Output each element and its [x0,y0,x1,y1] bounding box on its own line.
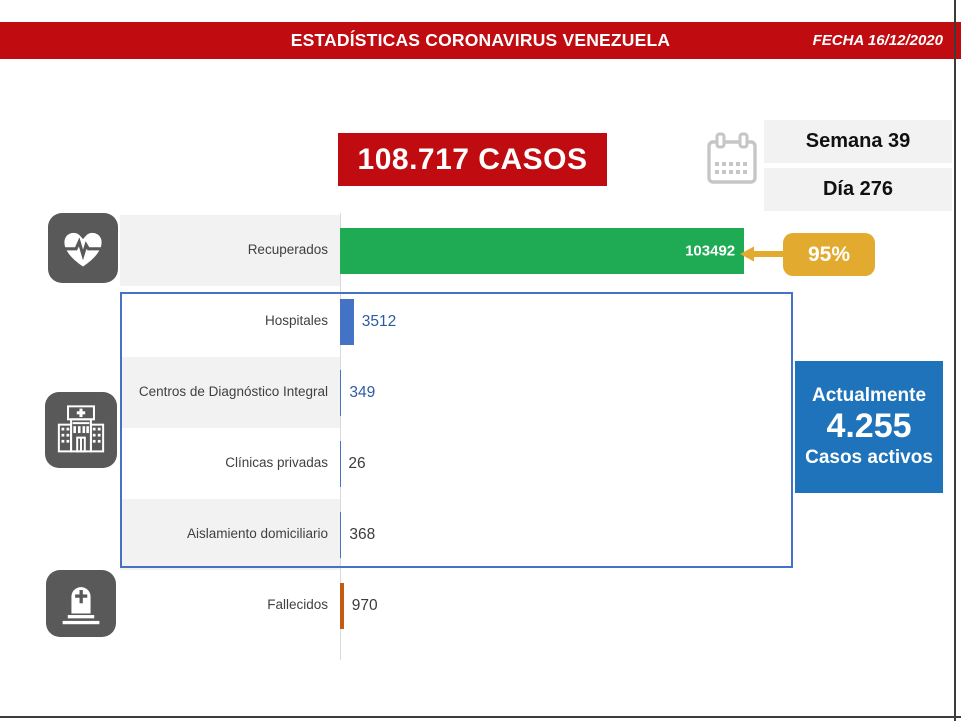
plot-area: 368 [340,499,800,570]
bar-value-label: 349 [349,383,376,401]
chart-row-aislamiento: Aislamiento domiciliario 368 [120,499,800,570]
category-label: Fallecidos [267,597,328,613]
calendar-icon [703,131,761,189]
arrow-left-icon [740,246,786,262]
hospitales-bar: 3512 [340,298,396,345]
active-cases-box: Actualmente 4.255 Casos activos [795,361,943,493]
recovered-percent-badge: 95% [783,233,875,276]
bar-value-label: 970 [351,596,378,614]
cdi-bar: 349 [340,369,375,416]
hospital-icon [45,392,117,468]
bar-value-label: 26 [348,454,366,472]
heartbeat-icon-svg [64,232,102,267]
active-cases-subtitle: Casos activos [805,446,933,468]
calendar-icon-svg [707,132,757,184]
bar-chart: Recuperados 103492 Hospitales 3512 Centr… [120,215,800,641]
bar-value-label: 368 [349,525,376,543]
header-date: FECHA 16/12/2020 [812,32,943,49]
chart-row-recuperados: Recuperados 103492 [120,215,800,286]
total-cases-badge: 108.717 CASOS [338,133,607,186]
category-label: Hospitales [264,313,328,329]
bar-value-label: 3512 [361,312,397,330]
recuperados-bar: 103492 [340,227,745,274]
plot-area: 103492 [340,215,800,286]
plot-area: 3512 [340,286,800,357]
window-right-edge [954,0,956,721]
heartbeat-icon [48,213,118,283]
bar-value-label: 103492 [685,242,736,259]
week-label: Semana 39 [764,120,952,163]
header-bar: ESTADÍSTICAS CORONAVIRUS VENEZUELA FECHA… [0,22,961,59]
category-label: Aislamiento domiciliario [120,499,340,570]
hospital-icon-svg [57,405,105,453]
aislamiento-bar: 368 [340,511,375,558]
plot-area: 349 [340,357,800,428]
page-title: ESTADÍSTICAS CORONAVIRUS VENEZUELA [290,30,671,50]
chart-row-fallecidos: Fallecidos 970 [120,570,800,641]
tombstone-icon-svg [62,586,100,624]
active-cases-title: Actualmente [811,385,927,407]
chart-row-clinicas: Clínicas privadas 26 [120,428,800,499]
fallecidos-bar: 970 [340,582,378,629]
day-label: Día 276 [764,168,952,211]
window-bottom-edge [0,716,961,718]
plot-area: 26 [340,428,800,499]
active-cases-value: 4.255 [826,407,912,446]
plot-area: 970 [340,570,800,641]
tombstone-icon [46,570,116,637]
category-label: Clínicas privadas [225,455,328,471]
chart-row-cdi: Centros de Diagnóstico Integral 349 [120,357,800,428]
category-label: Recuperados [120,215,340,286]
chart-axis-line [340,213,341,660]
chart-row-hospitales: Hospitales 3512 [120,286,800,357]
category-label: Centros de Diagnóstico Integral [120,357,340,428]
